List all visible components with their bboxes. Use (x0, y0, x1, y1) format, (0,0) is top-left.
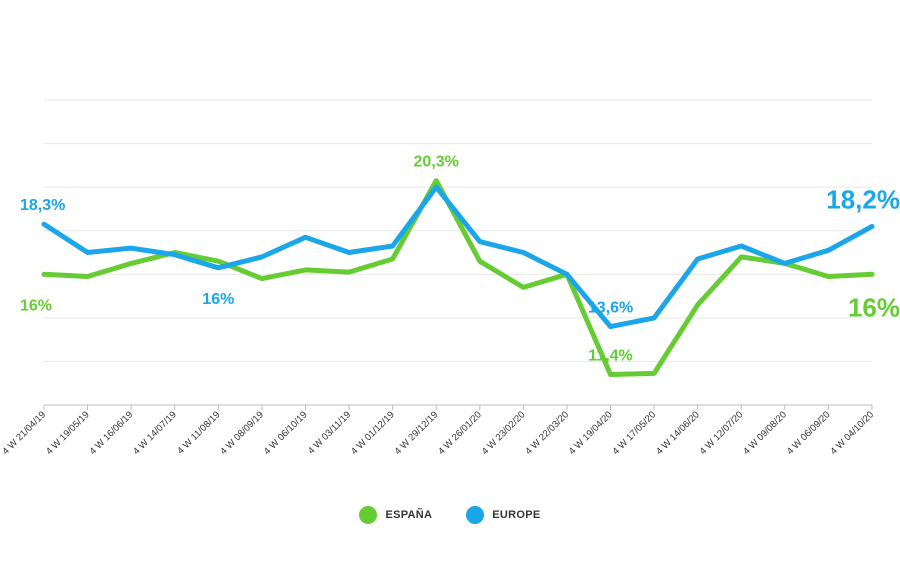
legend-marker-europe (466, 506, 485, 524)
x-tick-label: 4 W 19/05/19 (44, 409, 92, 457)
x-tick-label: 4 W 12/07/20 (698, 409, 746, 457)
x-tick-label: 4 W 23/02/20 (480, 409, 528, 457)
data-annotations: 18,3% 16% 16% 20,3% 13,6% 11,4% 18,2% 16% (20, 154, 900, 365)
data-label: 16% (20, 297, 52, 314)
x-tick-label: 4 W 16/06/19 (88, 409, 136, 457)
x-tick-label: 4 W 01/12/19 (349, 409, 397, 457)
legend: ESPAÑA EUROPE (0, 506, 900, 524)
legend-item-espana: ESPAÑA (359, 506, 432, 524)
x-tick-label: 4 W 14/07/19 (131, 409, 179, 457)
series-lines (41, 178, 875, 377)
x-tick-label: 4 W 26/01/20 (436, 409, 484, 457)
data-label: 13,6% (588, 300, 633, 317)
x-tick-label: 4 W 06/10/19 (262, 409, 310, 457)
legend-label-europe: EUROPE (492, 509, 541, 521)
legend-item-europe: EUROPE (466, 506, 540, 524)
gridlines (44, 99, 872, 362)
legend-label-espana: ESPAÑA (385, 509, 433, 521)
x-tick-labels: 4 W 21/04/194 W 19/05/194 W 16/06/194 W … (0, 409, 876, 457)
data-label: 16% (848, 292, 900, 322)
x-tick-label: 4 W 17/05/20 (610, 409, 658, 457)
x-tick-marks (43, 405, 873, 410)
series-line-espana (41, 178, 875, 377)
x-tick-label: 4 W 21/04/19 (0, 409, 48, 457)
data-label: 20,3% (414, 154, 459, 171)
x-tick-label: 4 W 14/06/20 (654, 409, 702, 457)
x-tick-label: 4 W 09/08/20 (741, 409, 789, 457)
x-tick-label: 4 W 08/09/19 (218, 409, 266, 457)
x-tick-label: 4 W 19/04/20 (567, 409, 615, 457)
x-tick-label: 4 W 03/11/19 (306, 409, 353, 456)
x-tick-label: 4 W 06/09/20 (785, 409, 833, 457)
series-line-europe (41, 184, 875, 330)
x-tick-label: 4 W 29/12/19 (393, 409, 441, 457)
legend-marker-espana (359, 506, 378, 524)
x-tick-label: 4 W 22/03/20 (523, 409, 571, 457)
x-tick-label: 4 W 11/08/19 (175, 409, 222, 456)
data-label: 16% (202, 291, 234, 308)
data-label: 18,3% (20, 197, 65, 214)
data-label: 11,4% (588, 348, 632, 365)
data-label: 18,2% (826, 184, 900, 214)
x-tick-label: 4 W 04/10/20 (828, 409, 876, 457)
